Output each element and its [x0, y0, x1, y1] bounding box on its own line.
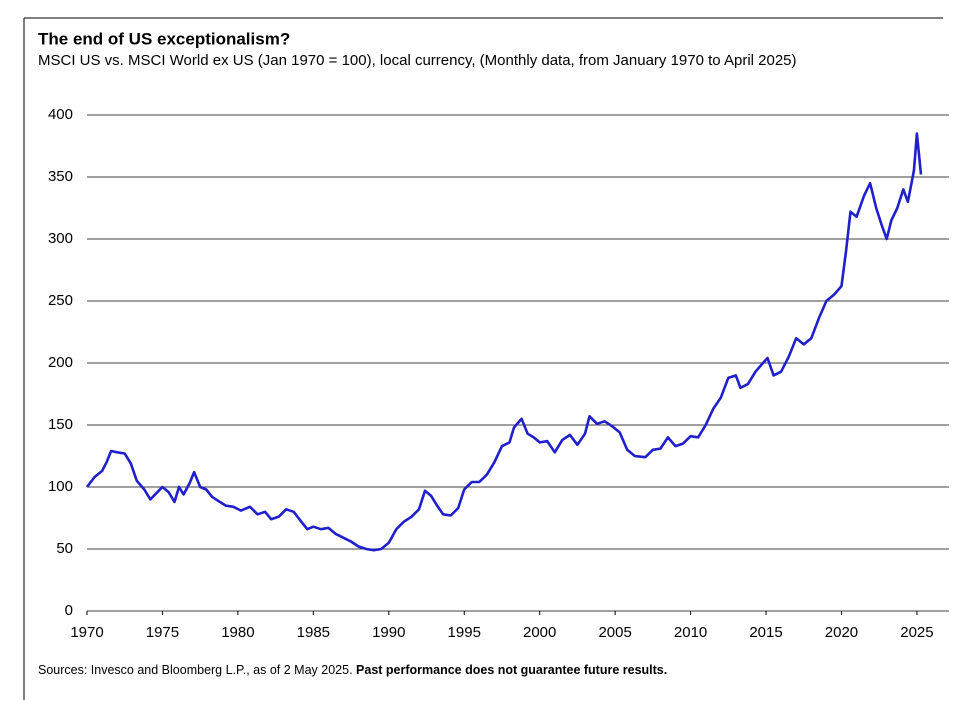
y-tick-label: 300 — [48, 230, 73, 247]
y-tick-label: 250 — [48, 292, 73, 309]
x-tick-label: 2025 — [900, 624, 933, 641]
x-tick-label: 2010 — [674, 624, 707, 641]
y-tick-label: 200 — [48, 354, 73, 371]
y-tick-label: 150 — [48, 416, 73, 433]
y-tick-label: 0 — [65, 602, 73, 619]
x-tick-label: 2000 — [523, 624, 556, 641]
y-tick-label: 100 — [48, 478, 73, 495]
y-tick-label: 400 — [48, 106, 73, 123]
y-tick-label: 50 — [56, 540, 73, 557]
x-tick-label: 1990 — [372, 624, 405, 641]
x-tick-label: 1995 — [448, 624, 481, 641]
x-tick-label: 1985 — [297, 624, 330, 641]
x-tick-label: 2020 — [825, 624, 858, 641]
x-tick-label: 2015 — [749, 624, 782, 641]
disclaimer: Past performance does not guarantee futu… — [356, 663, 667, 677]
chart-title: The end of US exceptionalism? — [38, 29, 290, 48]
x-tick-label: 2005 — [598, 624, 631, 641]
x-tick-label: 1970 — [70, 624, 103, 641]
series-line — [85, 132, 923, 552]
y-tick-label: 350 — [48, 168, 73, 185]
chart-subtitle: MSCI US vs. MSCI World ex US (Jan 1970 =… — [38, 52, 797, 69]
x-tick-label: 1980 — [221, 624, 254, 641]
x-tick-label: 1975 — [146, 624, 179, 641]
footer: Sources: Invesco and Bloomberg L.P., as … — [38, 663, 667, 677]
source: Sources: Invesco and Bloomberg L.P., as … — [38, 663, 353, 677]
